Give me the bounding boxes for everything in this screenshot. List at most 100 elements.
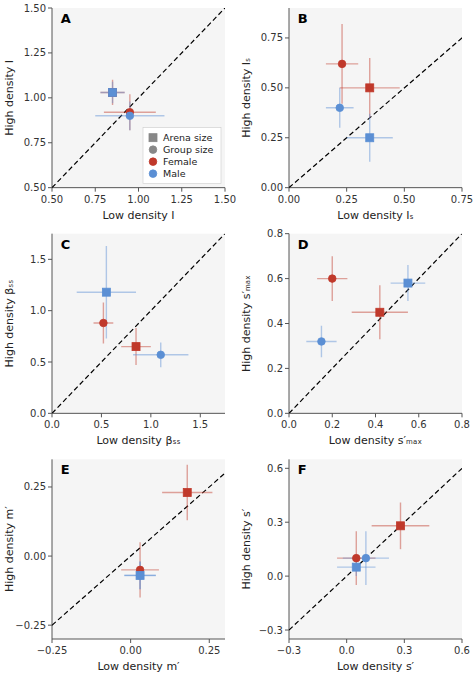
x-axis xyxy=(289,187,462,188)
x-axis-label: Low density Iₛ xyxy=(337,209,413,222)
y-tick xyxy=(48,310,52,311)
x-tick xyxy=(101,413,102,417)
x-tick-label: 0.50 xyxy=(393,194,415,205)
data-layer xyxy=(289,468,462,630)
data-layer xyxy=(52,234,225,414)
panel: 0.500.751.001.251.500.500.751.001.251.50… xyxy=(3,3,236,222)
x-tick-label: 0.0 xyxy=(281,419,297,430)
data-layer xyxy=(289,8,462,188)
y-tick xyxy=(285,413,289,414)
legend: Arena sizeGroup sizeFemaleMale xyxy=(143,128,221,184)
figure: 0.500.751.001.251.500.500.751.001.251.50… xyxy=(0,0,474,677)
legend-label: Arena size xyxy=(163,132,212,143)
point xyxy=(102,288,110,296)
x-tick xyxy=(209,639,210,643)
y-tick xyxy=(285,87,289,88)
panel-label: C xyxy=(61,237,71,252)
y-tick xyxy=(48,187,52,188)
point xyxy=(376,308,384,316)
point xyxy=(362,554,370,562)
point xyxy=(183,489,191,497)
x-tick xyxy=(150,413,151,417)
plot-area xyxy=(52,234,225,414)
x-axis xyxy=(289,639,462,640)
y-tick xyxy=(48,8,52,9)
x-axis xyxy=(52,187,225,188)
data-layer xyxy=(52,465,225,625)
x-tick xyxy=(462,639,463,643)
y-tick xyxy=(285,187,289,188)
y-tick-label: 0.0 xyxy=(30,408,46,419)
plot-area xyxy=(289,234,462,414)
y-tick xyxy=(285,323,289,324)
y-tick-label: −0.25 xyxy=(15,620,46,631)
x-tick-label: 0.25 xyxy=(336,194,358,205)
x-tick xyxy=(138,188,139,192)
y-tick xyxy=(285,137,289,138)
y-tick xyxy=(48,97,52,98)
y-axis-label: High density βₛₛ xyxy=(3,280,16,368)
panel-label: F xyxy=(298,462,307,477)
x-tick-label: 0.8 xyxy=(454,419,470,430)
x-tick xyxy=(52,188,53,192)
y-tick-label: −0.3 xyxy=(259,625,283,636)
y-tick xyxy=(48,486,52,487)
y-tick xyxy=(48,413,52,414)
y-axis xyxy=(289,8,290,188)
x-tick xyxy=(404,639,405,643)
plot-area xyxy=(289,8,462,188)
y-tick-label: 0.0 xyxy=(267,571,283,582)
x-tick xyxy=(418,413,419,417)
x-tick-label: 0.3 xyxy=(396,645,412,656)
y-tick-label: 0.5 xyxy=(30,357,46,368)
y-tick-label: 0.25 xyxy=(261,132,283,143)
x-tick xyxy=(404,188,405,192)
y-axis xyxy=(289,234,290,414)
y-tick xyxy=(285,576,289,577)
x-tick xyxy=(52,639,53,643)
y-axis-label: High density m′ xyxy=(3,506,16,592)
x-axis xyxy=(289,413,462,414)
x-axis-label: Low density I xyxy=(102,209,174,222)
panel-label: D xyxy=(298,237,309,252)
y-axis-label: High density Iₛ xyxy=(240,58,253,138)
x-tick xyxy=(95,188,96,192)
x-tick xyxy=(181,188,182,192)
point xyxy=(109,88,117,96)
x-tick-label: 0.00 xyxy=(278,194,300,205)
x-tick xyxy=(52,413,53,417)
legend-marker xyxy=(149,158,157,166)
x-tick xyxy=(332,413,333,417)
x-tick xyxy=(200,413,201,417)
diagonal-line xyxy=(52,234,225,414)
x-tick-label: 0.6 xyxy=(454,645,470,656)
y-tick-label: 0.50 xyxy=(261,82,283,93)
panel: 0.000.250.500.750.000.250.500.75Low dens… xyxy=(240,8,474,222)
legend-label: Female xyxy=(163,156,198,167)
x-tick xyxy=(289,188,290,192)
x-tick-label: 1.00 xyxy=(127,194,149,205)
x-tick-label: 1.0 xyxy=(143,419,159,430)
x-tick xyxy=(462,413,463,417)
legend-marker xyxy=(149,170,157,178)
y-tick xyxy=(48,362,52,363)
y-axis xyxy=(52,459,53,639)
y-tick xyxy=(285,522,289,523)
point xyxy=(132,343,140,351)
point xyxy=(136,572,144,580)
panel: 0.00.20.40.60.80.00.20.40.60.8Low densit… xyxy=(240,228,470,447)
diagonal-line xyxy=(52,8,225,188)
x-tick xyxy=(130,639,131,643)
point xyxy=(100,319,108,327)
x-axis-label: Low density s′ₘₐₓ xyxy=(329,434,422,447)
plot-area xyxy=(52,459,225,639)
diagonal-line xyxy=(289,468,462,630)
x-tick-label: −0.25 xyxy=(37,645,68,656)
y-tick-label: 0.75 xyxy=(261,32,283,43)
y-tick-label: 0.3 xyxy=(267,517,283,528)
y-tick-label: 0.00 xyxy=(261,182,283,193)
y-axis-label: High density s′ₘₐₓ xyxy=(240,275,253,372)
x-tick-label: 0.50 xyxy=(41,194,63,205)
x-tick-label: 1.25 xyxy=(171,194,193,205)
x-tick xyxy=(462,188,463,192)
